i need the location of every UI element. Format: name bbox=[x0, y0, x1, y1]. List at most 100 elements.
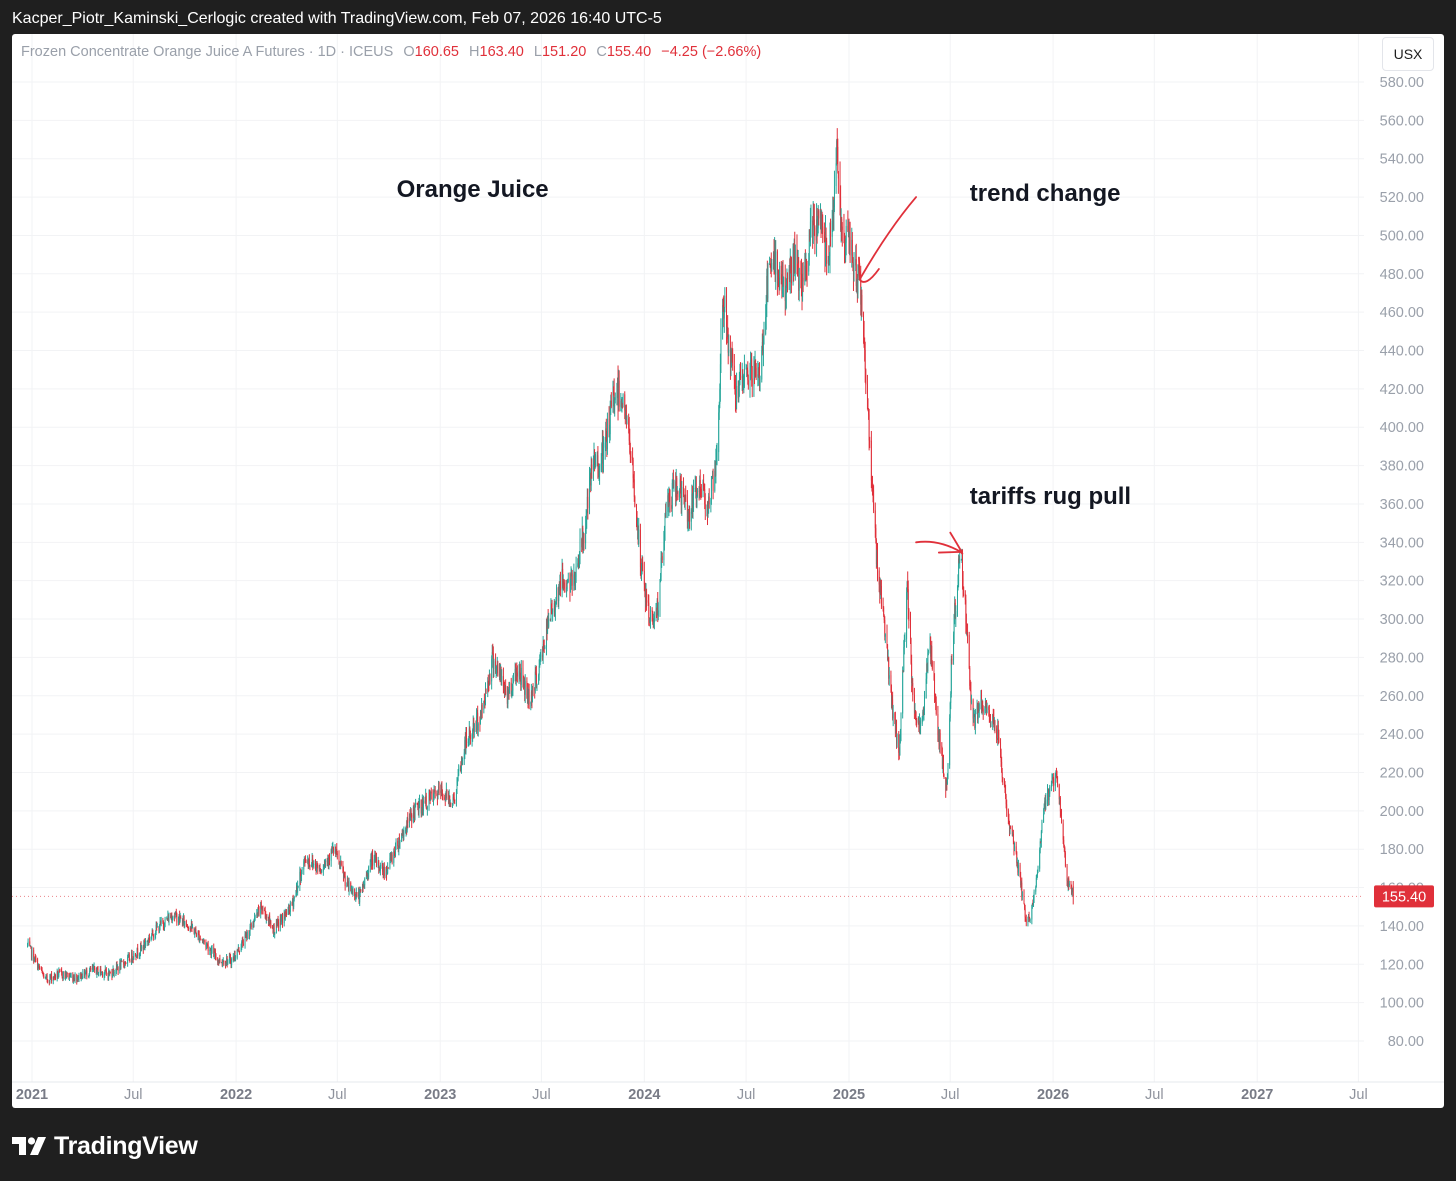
candle-body bbox=[78, 973, 80, 979]
symbol-title[interactable]: Frozen Concentrate Orange Juice A Future… bbox=[21, 44, 394, 60]
candle-body bbox=[894, 713, 896, 720]
currency-button[interactable]: USX bbox=[1382, 37, 1434, 71]
candle-body bbox=[57, 975, 59, 977]
candle-body bbox=[174, 916, 176, 918]
candle-body bbox=[58, 970, 60, 972]
candle-body bbox=[1009, 825, 1011, 830]
candle-body bbox=[823, 232, 825, 240]
candle-body bbox=[630, 456, 632, 458]
candle-body bbox=[233, 954, 235, 960]
candle-body bbox=[851, 239, 853, 256]
candle-body bbox=[513, 673, 514, 677]
candle-body bbox=[473, 722, 475, 733]
y-tick-label: 480.00 bbox=[1380, 267, 1424, 283]
candle-body bbox=[231, 959, 233, 965]
candle-body bbox=[817, 228, 819, 235]
candle-body bbox=[170, 916, 172, 919]
candle-body bbox=[507, 689, 509, 695]
candle-body bbox=[227, 960, 229, 965]
candle-body bbox=[422, 799, 424, 811]
candle-body bbox=[669, 497, 670, 500]
candle-body bbox=[514, 669, 516, 674]
candle-body bbox=[973, 715, 975, 717]
candle-body bbox=[742, 387, 744, 389]
candle-body bbox=[1043, 806, 1045, 815]
candle-body bbox=[757, 374, 759, 377]
candle-body bbox=[617, 378, 619, 408]
candle-body bbox=[128, 954, 130, 957]
candle-body bbox=[793, 246, 795, 271]
candle-body bbox=[716, 452, 718, 456]
candle-body bbox=[769, 263, 771, 266]
candle-body bbox=[628, 428, 630, 441]
candle-body bbox=[998, 737, 1000, 743]
candle-body bbox=[278, 922, 280, 928]
candle-body bbox=[450, 803, 452, 805]
candle-body bbox=[969, 685, 971, 691]
candle-body bbox=[593, 454, 595, 460]
candle-body bbox=[1005, 791, 1007, 796]
candle-body bbox=[539, 658, 541, 667]
candle-body bbox=[981, 700, 983, 708]
candle-body bbox=[833, 207, 835, 215]
candle-body bbox=[69, 976, 71, 978]
candle-body bbox=[497, 664, 499, 676]
candle-body bbox=[57, 971, 59, 977]
candle-body bbox=[718, 412, 720, 453]
candle-body bbox=[794, 245, 796, 273]
candle-body bbox=[395, 848, 396, 856]
candle-body bbox=[633, 479, 635, 497]
candle-body bbox=[426, 807, 428, 810]
candle-body bbox=[113, 968, 115, 974]
candle-body bbox=[861, 294, 863, 316]
candle-body bbox=[155, 924, 157, 934]
candle-body bbox=[878, 570, 880, 585]
candle-body bbox=[801, 288, 803, 297]
candle-body bbox=[826, 240, 828, 264]
candle-body bbox=[707, 508, 709, 515]
candle-body bbox=[714, 470, 716, 491]
candle-body bbox=[640, 566, 642, 575]
candle-body bbox=[30, 945, 32, 948]
chart-panel[interactable]: 80.00100.00120.00140.00160.00180.00200.0… bbox=[12, 34, 1444, 1108]
candle-body bbox=[391, 854, 393, 863]
candle-body bbox=[692, 500, 694, 508]
candle-body bbox=[156, 924, 158, 928]
candle-body bbox=[1016, 852, 1018, 864]
candle-body bbox=[132, 958, 134, 961]
candlestick-chart[interactable]: 80.00100.00120.00140.00160.00180.00200.0… bbox=[12, 34, 1444, 1108]
candle-body bbox=[982, 700, 984, 709]
candle-body bbox=[820, 209, 822, 229]
candle-body bbox=[1057, 776, 1059, 785]
candle-body bbox=[1028, 915, 1029, 917]
candle-body bbox=[277, 920, 278, 925]
candle-body bbox=[305, 861, 307, 863]
candle-body bbox=[370, 856, 372, 860]
candle-body bbox=[457, 775, 459, 780]
candle-body bbox=[329, 858, 330, 861]
candle-body bbox=[417, 803, 419, 808]
candle-body bbox=[546, 624, 547, 647]
candle-body bbox=[406, 818, 408, 831]
candle-body bbox=[386, 873, 388, 875]
candle-body bbox=[109, 972, 111, 975]
candle-body bbox=[916, 718, 918, 723]
candle-body bbox=[89, 968, 91, 972]
candle-body bbox=[409, 813, 411, 817]
candle-body bbox=[437, 789, 439, 800]
candle-body bbox=[386, 870, 387, 875]
candle-body bbox=[984, 708, 986, 713]
candle-body bbox=[355, 892, 357, 896]
candle-body bbox=[462, 758, 464, 761]
candle-body bbox=[133, 953, 135, 960]
candle-body bbox=[99, 969, 101, 973]
candle-body bbox=[480, 712, 481, 725]
candle-body bbox=[743, 368, 745, 387]
candle-body bbox=[434, 789, 436, 794]
candle-body bbox=[622, 394, 624, 405]
x-tick-label: 2024 bbox=[628, 1087, 660, 1103]
candle-body bbox=[845, 225, 847, 243]
candle-body bbox=[362, 885, 363, 891]
candle-body bbox=[761, 350, 763, 380]
candle-body bbox=[465, 733, 467, 753]
